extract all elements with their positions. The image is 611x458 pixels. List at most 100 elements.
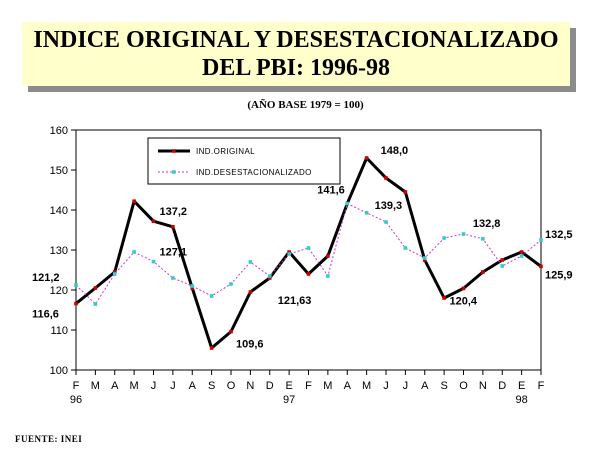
data-point xyxy=(287,252,291,256)
data-label: 121,63 xyxy=(278,295,312,307)
data-point xyxy=(112,270,117,274)
chart-legend: IND.ORIGINAL IND.DESESTACIONALIZADO xyxy=(147,137,341,185)
x-tick-label: M xyxy=(91,380,100,392)
series-line-2 xyxy=(75,202,542,305)
legend-box xyxy=(147,137,341,185)
series-line-1 xyxy=(75,156,542,350)
data-point xyxy=(132,250,136,254)
data-point xyxy=(500,264,505,268)
x-tick-label: M xyxy=(130,380,139,392)
data-point xyxy=(345,201,350,206)
data-label: 116,6 xyxy=(32,309,59,321)
data-point xyxy=(190,286,195,290)
data-point xyxy=(403,190,408,194)
data-label: 137,2 xyxy=(160,206,188,218)
x-tick-label: N xyxy=(479,380,487,392)
data-point xyxy=(132,199,136,203)
data-point xyxy=(384,176,388,180)
x-tick-label: A xyxy=(111,380,119,392)
x-tick-label: M xyxy=(323,380,332,392)
y-tick-label: 120 xyxy=(50,285,68,297)
data-label: 120,4 xyxy=(450,295,478,307)
data-point xyxy=(171,276,175,280)
data-point xyxy=(287,250,291,254)
y-tick-label: 130 xyxy=(50,245,68,257)
x-tick-label: S xyxy=(440,380,447,392)
x-tick-label: F xyxy=(305,380,312,392)
x-tick-label: F xyxy=(538,380,545,392)
y-tick-label: 100 xyxy=(50,365,68,377)
y-tick-label: 160 xyxy=(50,125,68,137)
data-label: 132,5 xyxy=(545,229,573,241)
data-point xyxy=(171,225,175,229)
data-point xyxy=(364,211,369,215)
data-point xyxy=(481,237,485,241)
data-point xyxy=(519,250,524,254)
x-tick-label: O xyxy=(227,380,236,392)
x-tick-label: J xyxy=(403,380,409,392)
data-point xyxy=(74,283,78,287)
data-label: 121,2 xyxy=(32,272,60,284)
data-point xyxy=(151,219,156,223)
data-point xyxy=(519,254,524,258)
data-label: 141,6 xyxy=(317,185,345,197)
chart-title-line-1: INDICE ORIGINAL Y DESESTACIONALIZADO xyxy=(33,27,559,53)
data-point xyxy=(190,284,195,288)
data-point xyxy=(326,274,330,278)
x-tick-label: F xyxy=(73,380,80,392)
x-tick-label: E xyxy=(518,380,525,392)
x-year-label: 96 xyxy=(70,394,82,406)
x-tick-label: D xyxy=(266,380,274,392)
x-tick-label: A xyxy=(421,380,429,392)
data-point xyxy=(248,260,253,264)
data-point xyxy=(364,156,369,160)
data-point xyxy=(481,270,485,274)
title-box: INDICE ORIGINAL Y DESESTACIONALIZADO DEL… xyxy=(22,22,570,86)
y-tick-label: 150 xyxy=(50,165,68,177)
data-point xyxy=(229,282,233,286)
data-label: 139,3 xyxy=(375,200,403,212)
data-point xyxy=(306,272,311,276)
data-point xyxy=(461,232,466,236)
x-tick-label: E xyxy=(285,380,292,392)
data-point xyxy=(442,236,446,240)
data-point xyxy=(93,286,98,290)
legend-label-original: IND.ORIGINAL xyxy=(196,147,255,156)
series-layer xyxy=(74,156,543,350)
data-point xyxy=(384,220,388,224)
data-point xyxy=(248,290,253,294)
data-label: 125,9 xyxy=(545,269,573,281)
x-tick-label: A xyxy=(189,380,197,392)
x-tick-label: D xyxy=(498,380,506,392)
data-point xyxy=(74,301,78,306)
data-point xyxy=(539,264,543,269)
data-label: 148,0 xyxy=(381,145,409,157)
data-point xyxy=(326,254,330,258)
x-tick-label: J xyxy=(170,380,176,392)
data-point xyxy=(112,272,117,276)
data-point xyxy=(422,256,427,260)
data-point xyxy=(442,296,446,300)
data-point xyxy=(461,286,466,291)
chart-title-line-2: DEL PBI: 1996-98 xyxy=(201,55,390,81)
legend-marker-deseasonalized xyxy=(172,170,176,174)
data-point xyxy=(209,346,214,350)
x-tick-label: M xyxy=(362,380,371,392)
legend-marker-original xyxy=(172,149,176,153)
data-point xyxy=(267,276,272,280)
x-tick-label: N xyxy=(246,380,254,392)
data-point xyxy=(422,258,427,262)
x-year-label: 97 xyxy=(283,394,295,406)
y-tick-label: 140 xyxy=(50,205,68,217)
legend-label-deseasonalized: IND.DESESTACIONALIZADO xyxy=(196,168,312,177)
y-tick-label: 110 xyxy=(50,325,68,337)
data-point xyxy=(500,258,505,262)
x-year-label: 98 xyxy=(516,394,528,406)
data-point xyxy=(267,274,272,278)
x-tick-label: O xyxy=(459,380,468,392)
data-point xyxy=(403,246,408,250)
data-point xyxy=(93,302,98,306)
chart-subtitle: (AÑO BASE 1979 = 100) xyxy=(247,99,364,111)
